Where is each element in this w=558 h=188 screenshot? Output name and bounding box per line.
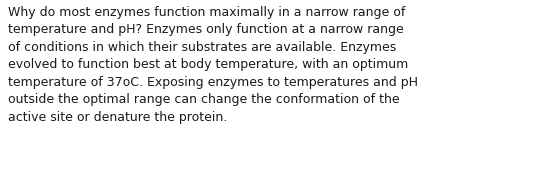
Text: Why do most enzymes function maximally in a narrow range of
temperature and pH? : Why do most enzymes function maximally i… — [8, 6, 418, 124]
